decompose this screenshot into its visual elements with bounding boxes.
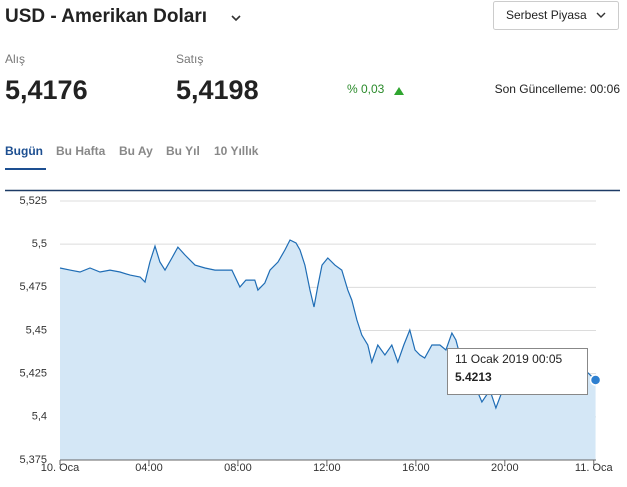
buy-label: Alış: [5, 52, 25, 66]
tab[interactable]: Bu Ay: [119, 144, 153, 158]
market-select-label[interactable]: Serbest Piyasa: [506, 8, 587, 22]
title-chevron[interactable]: [231, 15, 241, 22]
tabs: Bugün Bu Hafta Bu Ay Bu Yıl 10 Yıllık: [5, 144, 259, 158]
change: % 0,03: [347, 82, 385, 96]
sell-value: 5,4198: [176, 75, 259, 105]
hover-point: [589, 374, 602, 386]
line: [59, 239, 597, 410]
tooltip-value: 5.4213: [455, 370, 492, 384]
tab[interactable]: Bu Yıl: [166, 144, 200, 158]
x-tick-label: 10. Oca: [41, 462, 80, 474]
y-tick-label: 5,475: [19, 281, 47, 293]
buy-value: 5,4176: [5, 75, 88, 105]
select-chevron: [596, 12, 606, 18]
area: [60, 240, 596, 460]
last-update: Son Güncelleme: 00:06: [495, 82, 621, 96]
y-tick-label: 5,45: [26, 324, 47, 336]
y-tick-label: 5,5: [32, 238, 47, 250]
y-tick-label: 5,375: [19, 454, 47, 466]
tooltip-box: [447, 348, 588, 395]
y-tick-label: 5,4: [32, 411, 47, 423]
tab[interactable]: 10 Yıllık: [214, 144, 259, 158]
x-tick-label: 12:00: [313, 462, 341, 474]
sell-label: Satış: [176, 52, 203, 66]
y-tick-label: 5,425: [19, 368, 47, 380]
tooltip-title: 11 Ocak 2019 00:05: [455, 352, 563, 366]
x-tick-label: 20:00: [491, 462, 519, 474]
x-tick-label: 11. Oca: [575, 462, 614, 474]
x-tick-label: 04:00: [135, 462, 163, 474]
tab[interactable]: Bu Hafta: [56, 144, 106, 158]
up-arrow: [394, 87, 404, 95]
page-title: USD - Amerikan Doları: [5, 6, 207, 27]
y-tick-label: 5,525: [19, 195, 47, 207]
chart: 5,375 5,4 5,425 5,45 5,475 5,5 5,525 10. Oca 04:…: [19, 195, 613, 474]
market-select[interactable]: [493, 1, 619, 30]
x-tick-label: 16:00: [402, 462, 430, 474]
x-tick-label: 08:00: [224, 462, 252, 474]
tab[interactable]: Bugün: [5, 144, 43, 158]
